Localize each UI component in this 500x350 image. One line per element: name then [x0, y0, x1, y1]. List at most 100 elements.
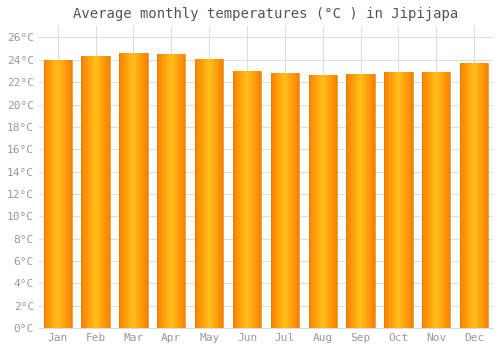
- Bar: [466, 63, 468, 328]
- Bar: [430, 72, 431, 328]
- Bar: [52, 60, 53, 328]
- Bar: [161, 54, 162, 328]
- Bar: [174, 54, 176, 328]
- Bar: [102, 56, 103, 328]
- Bar: [329, 76, 330, 328]
- Bar: [320, 76, 321, 328]
- Bar: [237, 71, 238, 328]
- Bar: [133, 53, 134, 328]
- Bar: [324, 76, 325, 328]
- Bar: [58, 60, 59, 328]
- Bar: [257, 71, 258, 328]
- Bar: [253, 71, 254, 328]
- Bar: [439, 72, 440, 328]
- Bar: [216, 59, 217, 328]
- Bar: [407, 72, 408, 328]
- Bar: [167, 54, 168, 328]
- Bar: [260, 71, 261, 328]
- Bar: [135, 53, 136, 328]
- Bar: [220, 59, 221, 328]
- Bar: [200, 59, 201, 328]
- Bar: [250, 71, 251, 328]
- Bar: [206, 59, 207, 328]
- Bar: [136, 53, 137, 328]
- Bar: [476, 63, 477, 328]
- Bar: [255, 71, 256, 328]
- Bar: [446, 72, 447, 328]
- Bar: [107, 56, 108, 328]
- Bar: [487, 63, 488, 328]
- Bar: [318, 76, 320, 328]
- Bar: [399, 72, 400, 328]
- Bar: [370, 74, 371, 328]
- Bar: [410, 72, 411, 328]
- Bar: [474, 63, 476, 328]
- Bar: [291, 73, 292, 328]
- Bar: [425, 72, 426, 328]
- Bar: [172, 54, 173, 328]
- Bar: [259, 71, 260, 328]
- Bar: [181, 54, 182, 328]
- Bar: [106, 56, 107, 328]
- Bar: [60, 60, 61, 328]
- Bar: [486, 63, 487, 328]
- Bar: [180, 54, 181, 328]
- Bar: [173, 54, 174, 328]
- Bar: [51, 60, 52, 328]
- Bar: [208, 59, 209, 328]
- Bar: [280, 73, 281, 328]
- Bar: [355, 74, 356, 328]
- Bar: [462, 63, 463, 328]
- Bar: [109, 56, 110, 328]
- Bar: [159, 54, 160, 328]
- Bar: [369, 74, 370, 328]
- Bar: [422, 72, 423, 328]
- Bar: [272, 73, 273, 328]
- Bar: [146, 53, 147, 328]
- Bar: [297, 73, 298, 328]
- Bar: [127, 53, 128, 328]
- Bar: [71, 60, 72, 328]
- Bar: [160, 54, 161, 328]
- Bar: [482, 63, 483, 328]
- Bar: [217, 59, 218, 328]
- Bar: [44, 60, 45, 328]
- Bar: [440, 72, 441, 328]
- Bar: [222, 59, 223, 328]
- Bar: [165, 54, 166, 328]
- Bar: [145, 53, 146, 328]
- Bar: [309, 76, 310, 328]
- Bar: [403, 72, 404, 328]
- Bar: [325, 76, 326, 328]
- Bar: [283, 73, 284, 328]
- Bar: [279, 73, 280, 328]
- Bar: [464, 63, 465, 328]
- Bar: [389, 72, 390, 328]
- Bar: [270, 73, 271, 328]
- Bar: [86, 56, 87, 328]
- Bar: [143, 53, 144, 328]
- Bar: [144, 53, 145, 328]
- Bar: [469, 63, 470, 328]
- Bar: [396, 72, 398, 328]
- Bar: [251, 71, 252, 328]
- Bar: [50, 60, 51, 328]
- Bar: [85, 56, 86, 328]
- Bar: [256, 71, 257, 328]
- Bar: [168, 54, 169, 328]
- Bar: [178, 54, 179, 328]
- Bar: [282, 73, 283, 328]
- Bar: [402, 72, 403, 328]
- Bar: [100, 56, 102, 328]
- Bar: [326, 76, 328, 328]
- Bar: [59, 60, 60, 328]
- Bar: [179, 54, 180, 328]
- Bar: [243, 71, 244, 328]
- Bar: [449, 72, 450, 328]
- Bar: [177, 54, 178, 328]
- Bar: [436, 72, 437, 328]
- Bar: [275, 73, 276, 328]
- Bar: [129, 53, 130, 328]
- Bar: [334, 76, 335, 328]
- Bar: [56, 60, 57, 328]
